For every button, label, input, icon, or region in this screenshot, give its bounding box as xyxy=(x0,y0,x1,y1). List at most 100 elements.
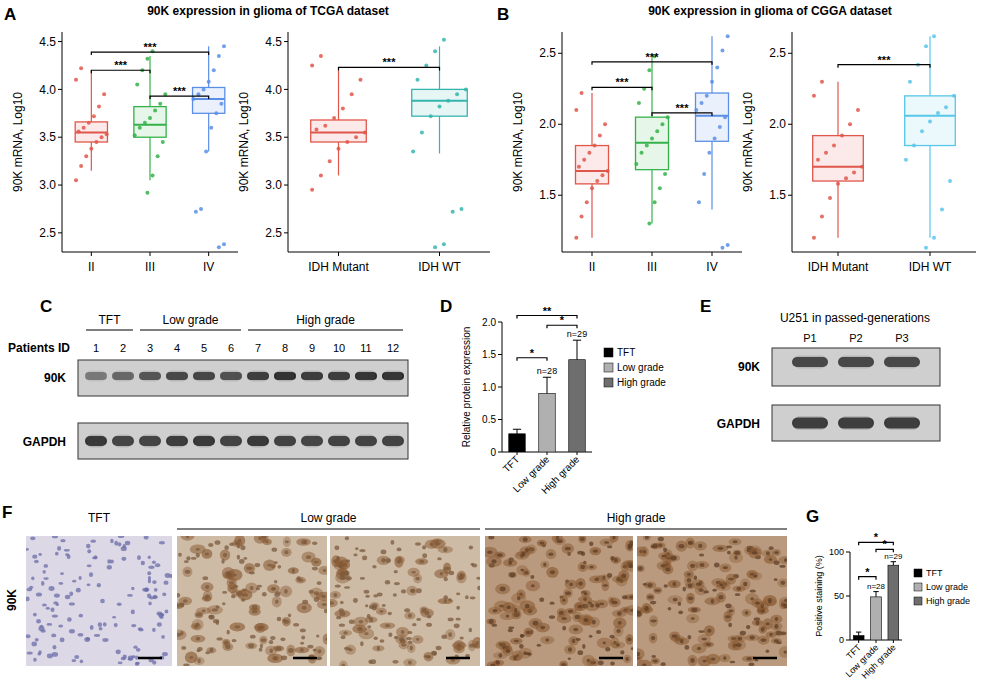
ihc-stain xyxy=(430,539,446,549)
ihc-nucleus xyxy=(603,584,608,587)
point xyxy=(908,80,912,84)
ihc-nucleus xyxy=(246,567,252,570)
blot-band-halo xyxy=(87,371,105,382)
ihc-nucleus xyxy=(254,563,260,567)
y-tick-label: 3.0 xyxy=(265,178,282,192)
ihc-nucleus xyxy=(288,648,294,653)
median xyxy=(636,142,669,144)
ihc-nucleus xyxy=(631,647,633,650)
median xyxy=(134,124,166,126)
ihc-nucleus xyxy=(578,650,584,655)
ihc-nucleus xyxy=(154,595,158,598)
ihc-stain xyxy=(502,602,515,613)
ihc-nucleus xyxy=(74,655,79,659)
ihc-nucleus xyxy=(647,595,653,598)
ihc-nucleus xyxy=(723,566,728,569)
ihc-nucleus xyxy=(595,577,599,581)
ihc-nucleus xyxy=(47,654,53,659)
x-tick-label: IV xyxy=(203,260,214,274)
x-tick xyxy=(338,252,339,256)
ihc-nucleus xyxy=(754,617,760,620)
point xyxy=(700,101,704,105)
ihc-nucleus xyxy=(397,548,402,552)
ihc-nucleus xyxy=(578,605,582,609)
box xyxy=(134,107,166,138)
ihc-nucleus xyxy=(643,550,647,553)
ihc-nucleus xyxy=(584,592,588,595)
point xyxy=(944,105,948,109)
ihc-stain xyxy=(412,635,423,644)
ihc-nucleus xyxy=(765,623,769,626)
ihc-stain xyxy=(685,537,695,548)
ihc-nucleus xyxy=(270,636,275,640)
significance-label: *** xyxy=(676,102,690,114)
ihc-background xyxy=(330,536,480,666)
ihc-stain xyxy=(177,630,187,640)
ihc-image xyxy=(26,536,172,666)
whisker xyxy=(91,142,92,171)
median xyxy=(576,170,609,172)
ihc-stain xyxy=(339,661,348,666)
ihc-nucleus xyxy=(728,578,734,581)
ihc-nucleus xyxy=(55,552,59,556)
point xyxy=(214,111,218,115)
ihc-nucleus xyxy=(577,551,583,555)
x-tick xyxy=(876,640,877,643)
ihc-nucleus xyxy=(419,560,424,564)
point xyxy=(156,154,160,158)
ihc-stain xyxy=(540,561,549,568)
ihc-nucleus xyxy=(40,629,45,633)
ihc-stain xyxy=(453,640,464,651)
whisker xyxy=(711,141,712,209)
point xyxy=(451,210,455,214)
ihc-stain xyxy=(537,540,547,547)
ihc-nucleus xyxy=(698,630,704,633)
ihc-nucleus xyxy=(645,536,649,539)
ihc-nucleus xyxy=(38,553,42,556)
plot-area xyxy=(74,44,226,249)
ihc-stain xyxy=(286,645,295,657)
ihc-nucleus xyxy=(465,595,469,599)
ihc-nucleus xyxy=(441,635,447,640)
ihc-nucleus xyxy=(183,599,188,603)
ihc-nucleus xyxy=(539,542,544,545)
ihc-nucleus xyxy=(766,649,770,652)
ihc-nucleus xyxy=(456,606,460,610)
ihc-stain xyxy=(190,544,206,554)
ihc-nucleus xyxy=(179,603,184,608)
ihc-stain xyxy=(288,567,299,574)
ihc-nucleus xyxy=(229,581,234,584)
point xyxy=(852,171,856,175)
ihc-group-label: High grade xyxy=(607,511,666,525)
ihc-stain xyxy=(642,603,652,614)
ihc-nucleus xyxy=(691,617,695,620)
ihc-stain xyxy=(717,582,726,589)
ihc-nucleus xyxy=(729,609,734,612)
x-tick xyxy=(439,252,440,256)
point xyxy=(191,97,195,101)
ihc-nucleus xyxy=(508,626,514,629)
point xyxy=(138,126,142,130)
ihc-nucleus xyxy=(596,630,601,634)
ihc-image xyxy=(637,536,787,666)
ihc-nucleus xyxy=(638,566,643,571)
panel-letter: E xyxy=(700,297,711,316)
x-tick-label: High grade xyxy=(539,453,582,496)
ihc-stain xyxy=(495,584,510,595)
ihc-nucleus xyxy=(416,618,421,621)
ihc-nucleus xyxy=(614,558,618,562)
ihc-nucleus xyxy=(64,549,70,552)
ihc-nucleus xyxy=(612,536,615,539)
ihc-nucleus xyxy=(753,574,757,577)
ihc-nucleus xyxy=(775,617,779,621)
ihc-stain xyxy=(526,580,540,591)
whisker xyxy=(929,146,930,238)
ihc-nucleus xyxy=(653,660,658,663)
ihc-nucleus xyxy=(367,625,371,628)
box xyxy=(636,117,669,170)
legend-label: Low grade xyxy=(926,582,968,592)
point xyxy=(666,115,670,119)
ihc-nucleus xyxy=(236,591,242,596)
ihc-nucleus xyxy=(274,561,278,564)
ihc-nucleus xyxy=(604,541,609,544)
